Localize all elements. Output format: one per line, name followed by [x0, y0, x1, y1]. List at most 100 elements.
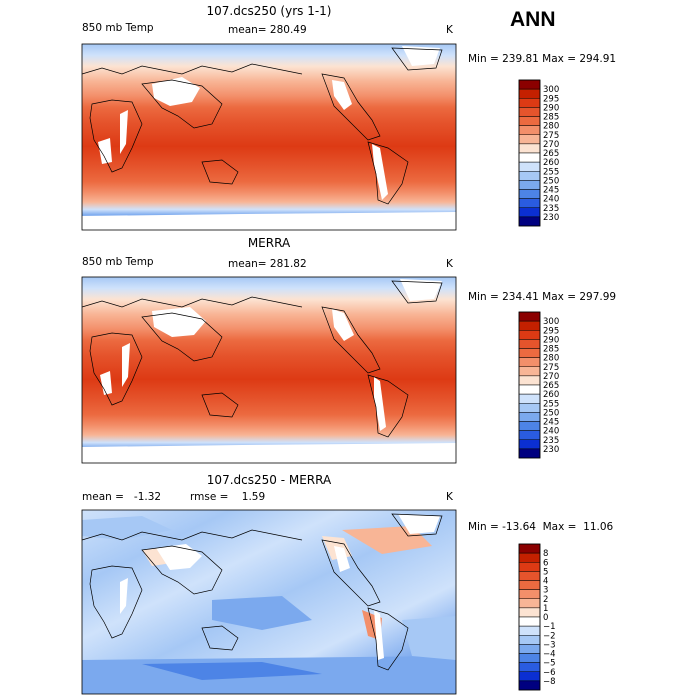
colorbar-tick-label: −1 — [543, 622, 556, 632]
map-frame — [81, 43, 457, 231]
colorbar-tick-label: 275 — [543, 363, 559, 373]
colorbar-tick-label: 285 — [543, 113, 559, 123]
colorbar-swatch — [518, 88, 541, 99]
colorbar-tick-label: 255 — [543, 399, 559, 409]
colorbar-tick-label: 235 — [543, 204, 559, 214]
colorbar-tick-label: 300 — [543, 85, 559, 95]
colorbar-swatch — [518, 644, 541, 654]
colorbar-swatch — [518, 339, 541, 349]
colorbar-swatch — [518, 616, 541, 627]
colorbar-swatch — [518, 635, 541, 645]
panel-model-minmax-label: Min = 239.81 Max = 294.91 — [468, 53, 617, 65]
panel-obs-map — [81, 276, 457, 464]
panel-diff-mean-label: mean = -1.32 — [82, 491, 162, 503]
panel-diff-units-label: K — [446, 491, 453, 503]
colorbar-swatch — [518, 543, 541, 554]
colorbar-swatch — [518, 207, 541, 218]
colorbar-tick-label: 290 — [543, 103, 559, 113]
colorbar-swatch — [518, 580, 541, 590]
colorbar-tick-label: 275 — [543, 131, 559, 141]
colorbar-swatch — [518, 116, 541, 126]
panel-obs-title: MERRA — [247, 236, 291, 250]
terrain-mask — [82, 46, 456, 230]
panel-model-variable-label: 850 mb Temp — [82, 22, 154, 34]
colorbar-swatch — [518, 671, 541, 682]
panel-diff-map — [81, 509, 457, 695]
colorbar-tick-label: 260 — [543, 390, 559, 400]
colorbar-swatch — [518, 589, 541, 600]
colorbar-swatch — [518, 330, 541, 340]
colorbar-tick-label: 265 — [543, 149, 559, 159]
panel-diff-minmax-label: Min = -13.64 Max = 11.06 — [468, 521, 614, 533]
colorbar-tick-label: 5 — [543, 567, 548, 577]
colorbar-tick-label: 250 — [543, 408, 559, 418]
colorbar-swatch — [518, 421, 541, 431]
colorbar-tick-label: 3 — [543, 586, 548, 596]
colorbar-swatch — [518, 366, 541, 377]
colorbar-swatch — [518, 134, 541, 145]
colorbar-swatch — [518, 348, 541, 358]
panel-obs-variable-label: 850 mb Temp — [82, 256, 154, 268]
colorbar-tick-label: 270 — [543, 372, 559, 382]
panel-model-mean-label: mean= 280.49 — [228, 24, 307, 36]
colorbar-swatch — [518, 180, 541, 190]
colorbar-swatch — [518, 412, 541, 422]
colorbar-tick-label: 6 — [543, 558, 548, 568]
colorbar-tick-label: 1 — [543, 604, 548, 614]
colorbar-swatch — [518, 125, 541, 136]
panel-model-title: 107.dcs250 (yrs 1-1) — [206, 4, 332, 18]
colorbar-tick-label: 240 — [543, 195, 559, 205]
colorbar-tick-label: 230 — [543, 445, 559, 455]
coastlines — [81, 513, 443, 671]
colorbar-tick-label: 255 — [543, 167, 559, 177]
colorbar-tick-label: 0 — [543, 613, 548, 623]
colorbar-tick-label: 2 — [543, 595, 548, 605]
colorbar-swatch — [518, 680, 541, 691]
colorbar-swatch — [518, 662, 541, 673]
terrain-mask — [82, 279, 456, 463]
colorbar-tick-label: −3 — [543, 640, 556, 650]
colorbar-tick-label: −5 — [543, 659, 556, 669]
colorbar-swatch — [518, 198, 541, 209]
colorbar-swatch — [518, 653, 541, 663]
colorbar-swatch — [518, 357, 541, 368]
panel-obs-mean-label: mean= 281.82 — [228, 258, 307, 270]
colorbar-tick-label: −6 — [543, 668, 556, 678]
panel-model-map — [81, 43, 457, 231]
colorbar-tick-label: 4 — [543, 577, 548, 587]
colorbar-swatch — [518, 189, 541, 199]
colorbar-tick-label: 300 — [543, 317, 559, 327]
map-frame — [81, 276, 457, 464]
colorbar-swatch — [518, 439, 541, 450]
temperature-field — [82, 44, 456, 230]
colorbar-swatch — [518, 375, 541, 386]
colorbar-swatch — [518, 171, 541, 181]
temperature-field — [82, 277, 456, 463]
colorbar-swatch — [518, 107, 541, 117]
colorbar-tick-label: 260 — [543, 158, 559, 168]
colorbar-frame — [518, 79, 541, 227]
colorbar-tick-label: 285 — [543, 345, 559, 355]
colorbar-swatch — [518, 430, 541, 441]
colorbar-tick-label: −4 — [543, 650, 556, 660]
colorbar-tick-label: 280 — [543, 354, 559, 364]
colorbar-tick-label: 250 — [543, 176, 559, 186]
colorbar-tick-label: −8 — [543, 677, 556, 687]
colorbar-swatch — [518, 161, 541, 172]
colorbar-swatch — [518, 571, 541, 581]
colorbar-swatch — [518, 552, 541, 563]
colorbar-tick-label: 245 — [543, 186, 559, 196]
colorbar-swatch — [518, 311, 541, 322]
colorbar-tick-label: 290 — [543, 335, 559, 345]
colorbar-swatch — [518, 216, 541, 227]
colorbar-swatch — [518, 384, 541, 395]
colorbar-tick-label: 280 — [543, 122, 559, 132]
colorbar-tick-label: 8 — [543, 549, 548, 559]
colorbar-tick-label: 270 — [543, 140, 559, 150]
terrain-mask — [120, 514, 440, 660]
panel-diff-rmse-label: rmse = 1.59 — [190, 491, 266, 503]
colorbar-frame — [518, 311, 541, 459]
colorbar-tick-label: 295 — [543, 94, 559, 104]
colorbar-swatch — [518, 403, 541, 413]
colorbar-swatch — [518, 152, 541, 163]
